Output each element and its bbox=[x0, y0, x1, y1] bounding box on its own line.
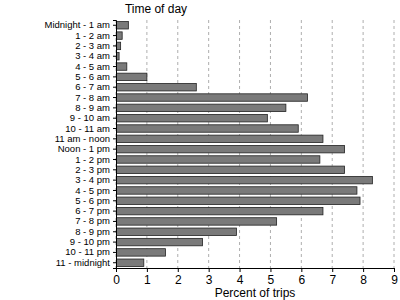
bar bbox=[116, 114, 267, 121]
bar bbox=[116, 156, 320, 163]
tick-mark bbox=[394, 268, 395, 272]
tick-mark bbox=[113, 200, 116, 201]
tick-mark bbox=[301, 268, 302, 272]
grid-line bbox=[301, 20, 302, 268]
bar bbox=[116, 187, 357, 194]
bar bbox=[116, 145, 345, 152]
bar bbox=[116, 166, 345, 173]
tick-mark bbox=[113, 107, 116, 108]
tick-mark bbox=[113, 97, 116, 98]
tick-label: 9 bbox=[391, 273, 398, 287]
tick-label: 3 bbox=[206, 273, 213, 287]
bar bbox=[116, 135, 323, 142]
tick-label: 1 bbox=[144, 273, 151, 287]
tick: 8 bbox=[360, 268, 367, 287]
tick: 11 - midnight bbox=[56, 257, 116, 268]
tick-mark bbox=[113, 221, 116, 222]
tick-mark bbox=[363, 268, 364, 272]
y-axis: Midnight - 1 am1 - 2 am2 - 3 am3 - 4 am4… bbox=[45, 19, 117, 268]
bar bbox=[116, 259, 144, 266]
tick-label: 2 bbox=[175, 273, 182, 287]
chart: 0 1 2 3 4 5 6 7 8 9 Midnight - 1 am1 - 2 am2 - 3 a… bbox=[0, 0, 400, 300]
tick-label: 0 bbox=[113, 273, 120, 287]
bar bbox=[116, 207, 323, 214]
tick-mark bbox=[113, 242, 116, 243]
tick: 0 bbox=[113, 268, 120, 287]
tick-mark bbox=[113, 76, 116, 77]
tick-label: 7 bbox=[329, 273, 336, 287]
tick-mark bbox=[113, 45, 116, 46]
tick-mark bbox=[113, 128, 116, 129]
bars bbox=[116, 22, 372, 267]
tick-mark bbox=[113, 35, 116, 36]
tick-mark bbox=[113, 169, 116, 170]
plot: 0 1 2 3 4 5 6 7 8 9 Midnight - 1 am1 - 2 am2 - 3 a… bbox=[45, 19, 399, 286]
tick-mark bbox=[332, 268, 333, 272]
bar bbox=[116, 176, 372, 183]
tick-mark bbox=[113, 138, 116, 139]
tick-mark bbox=[113, 118, 116, 119]
bar bbox=[116, 63, 127, 70]
tick-mark bbox=[113, 262, 116, 263]
tick-mark bbox=[270, 268, 271, 272]
tick: 7 bbox=[329, 268, 336, 287]
tick-mark bbox=[113, 231, 116, 232]
bar bbox=[116, 125, 298, 132]
tick-mark bbox=[113, 252, 116, 253]
bar bbox=[116, 83, 196, 90]
tick-label: 4 bbox=[237, 273, 244, 287]
tick-mark bbox=[209, 268, 210, 272]
bar bbox=[116, 249, 165, 256]
bar bbox=[116, 94, 308, 101]
grid bbox=[116, 20, 394, 268]
bar bbox=[116, 228, 236, 235]
tick-mark bbox=[113, 190, 116, 191]
tick-mark bbox=[113, 56, 116, 57]
tick-mark bbox=[113, 66, 116, 67]
tick: 4 bbox=[237, 268, 244, 287]
grid-line bbox=[270, 20, 271, 268]
x-axis: 0 1 2 3 4 5 6 7 8 9 bbox=[113, 268, 398, 287]
tick-mark bbox=[113, 180, 116, 181]
tick-mark bbox=[113, 159, 116, 160]
tick-label: 5 bbox=[268, 273, 275, 287]
bar bbox=[116, 197, 360, 204]
tick-mark bbox=[240, 268, 241, 272]
tick: 6 bbox=[298, 268, 305, 287]
tick-mark bbox=[113, 149, 116, 150]
grid-line bbox=[394, 20, 395, 268]
grid-line bbox=[239, 20, 240, 268]
bar bbox=[116, 238, 202, 245]
tick-mark bbox=[147, 268, 148, 272]
tick-mark bbox=[113, 87, 116, 88]
tick-label: 6 bbox=[298, 273, 305, 287]
y-axis-label: Time of day bbox=[125, 2, 187, 16]
bar bbox=[116, 73, 147, 80]
tick-mark bbox=[113, 25, 116, 26]
grid-line bbox=[332, 20, 333, 268]
x-axis-label: Percent of trips bbox=[215, 286, 296, 300]
tick: 3 bbox=[206, 268, 213, 287]
tick: 9 bbox=[391, 268, 398, 287]
bar bbox=[116, 218, 277, 225]
tick-mark bbox=[113, 211, 116, 212]
bar bbox=[116, 104, 286, 111]
axis-line bbox=[113, 21, 117, 269]
bar bbox=[116, 22, 128, 29]
axis-line bbox=[117, 269, 395, 273]
tick: 5 bbox=[268, 268, 275, 287]
tick-label: 11 - midnight bbox=[56, 257, 111, 268]
tick: 1 bbox=[144, 268, 151, 287]
tick-mark bbox=[178, 268, 179, 272]
tick-label: 8 bbox=[360, 273, 367, 287]
grid-line bbox=[363, 20, 364, 268]
tick: 2 bbox=[175, 268, 182, 287]
